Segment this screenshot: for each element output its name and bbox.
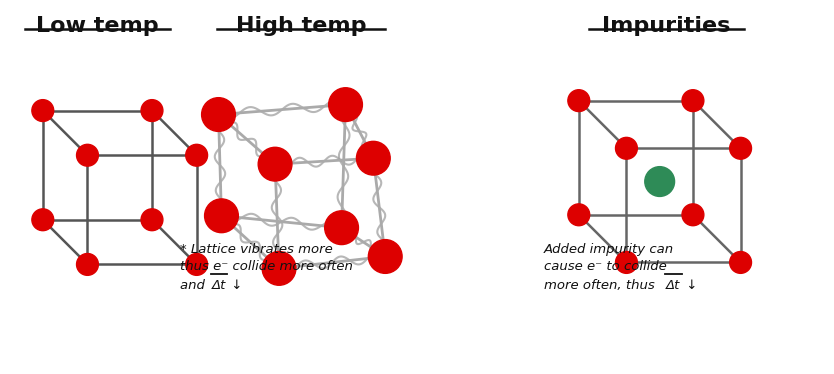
Ellipse shape xyxy=(186,254,208,275)
Ellipse shape xyxy=(141,209,163,231)
Ellipse shape xyxy=(369,240,402,273)
Ellipse shape xyxy=(730,137,751,159)
Ellipse shape xyxy=(682,90,704,111)
Text: Δt: Δt xyxy=(666,279,681,292)
Text: ↓: ↓ xyxy=(682,279,697,292)
Text: Low temp: Low temp xyxy=(36,16,158,36)
Ellipse shape xyxy=(615,252,637,273)
Text: thus e⁻ collide more often: thus e⁻ collide more often xyxy=(180,260,353,273)
Text: Δt: Δt xyxy=(212,279,226,292)
Ellipse shape xyxy=(324,211,359,245)
Text: more often, thus: more often, thus xyxy=(544,279,659,292)
Text: High temp: High temp xyxy=(236,16,366,36)
Ellipse shape xyxy=(262,252,296,285)
Text: Impurities: Impurities xyxy=(602,16,731,36)
Ellipse shape xyxy=(356,141,390,175)
Ellipse shape xyxy=(615,137,637,159)
Ellipse shape xyxy=(77,254,98,275)
Ellipse shape xyxy=(645,167,675,196)
Text: * Lattice vibrates more: * Lattice vibrates more xyxy=(180,243,333,255)
Text: and: and xyxy=(180,279,208,292)
Ellipse shape xyxy=(730,252,751,273)
Text: ↓: ↓ xyxy=(228,279,243,292)
Ellipse shape xyxy=(202,98,235,131)
Ellipse shape xyxy=(329,88,363,122)
Ellipse shape xyxy=(682,204,704,226)
Text: Added impurity can: Added impurity can xyxy=(544,243,674,255)
Ellipse shape xyxy=(186,144,208,166)
Ellipse shape xyxy=(259,147,292,181)
Ellipse shape xyxy=(77,144,98,166)
Ellipse shape xyxy=(32,99,53,122)
Ellipse shape xyxy=(32,209,53,231)
Ellipse shape xyxy=(204,199,239,233)
Text: cause e⁻ to collide: cause e⁻ to collide xyxy=(544,260,667,273)
Ellipse shape xyxy=(568,90,590,111)
Ellipse shape xyxy=(141,99,163,122)
Ellipse shape xyxy=(568,204,590,226)
